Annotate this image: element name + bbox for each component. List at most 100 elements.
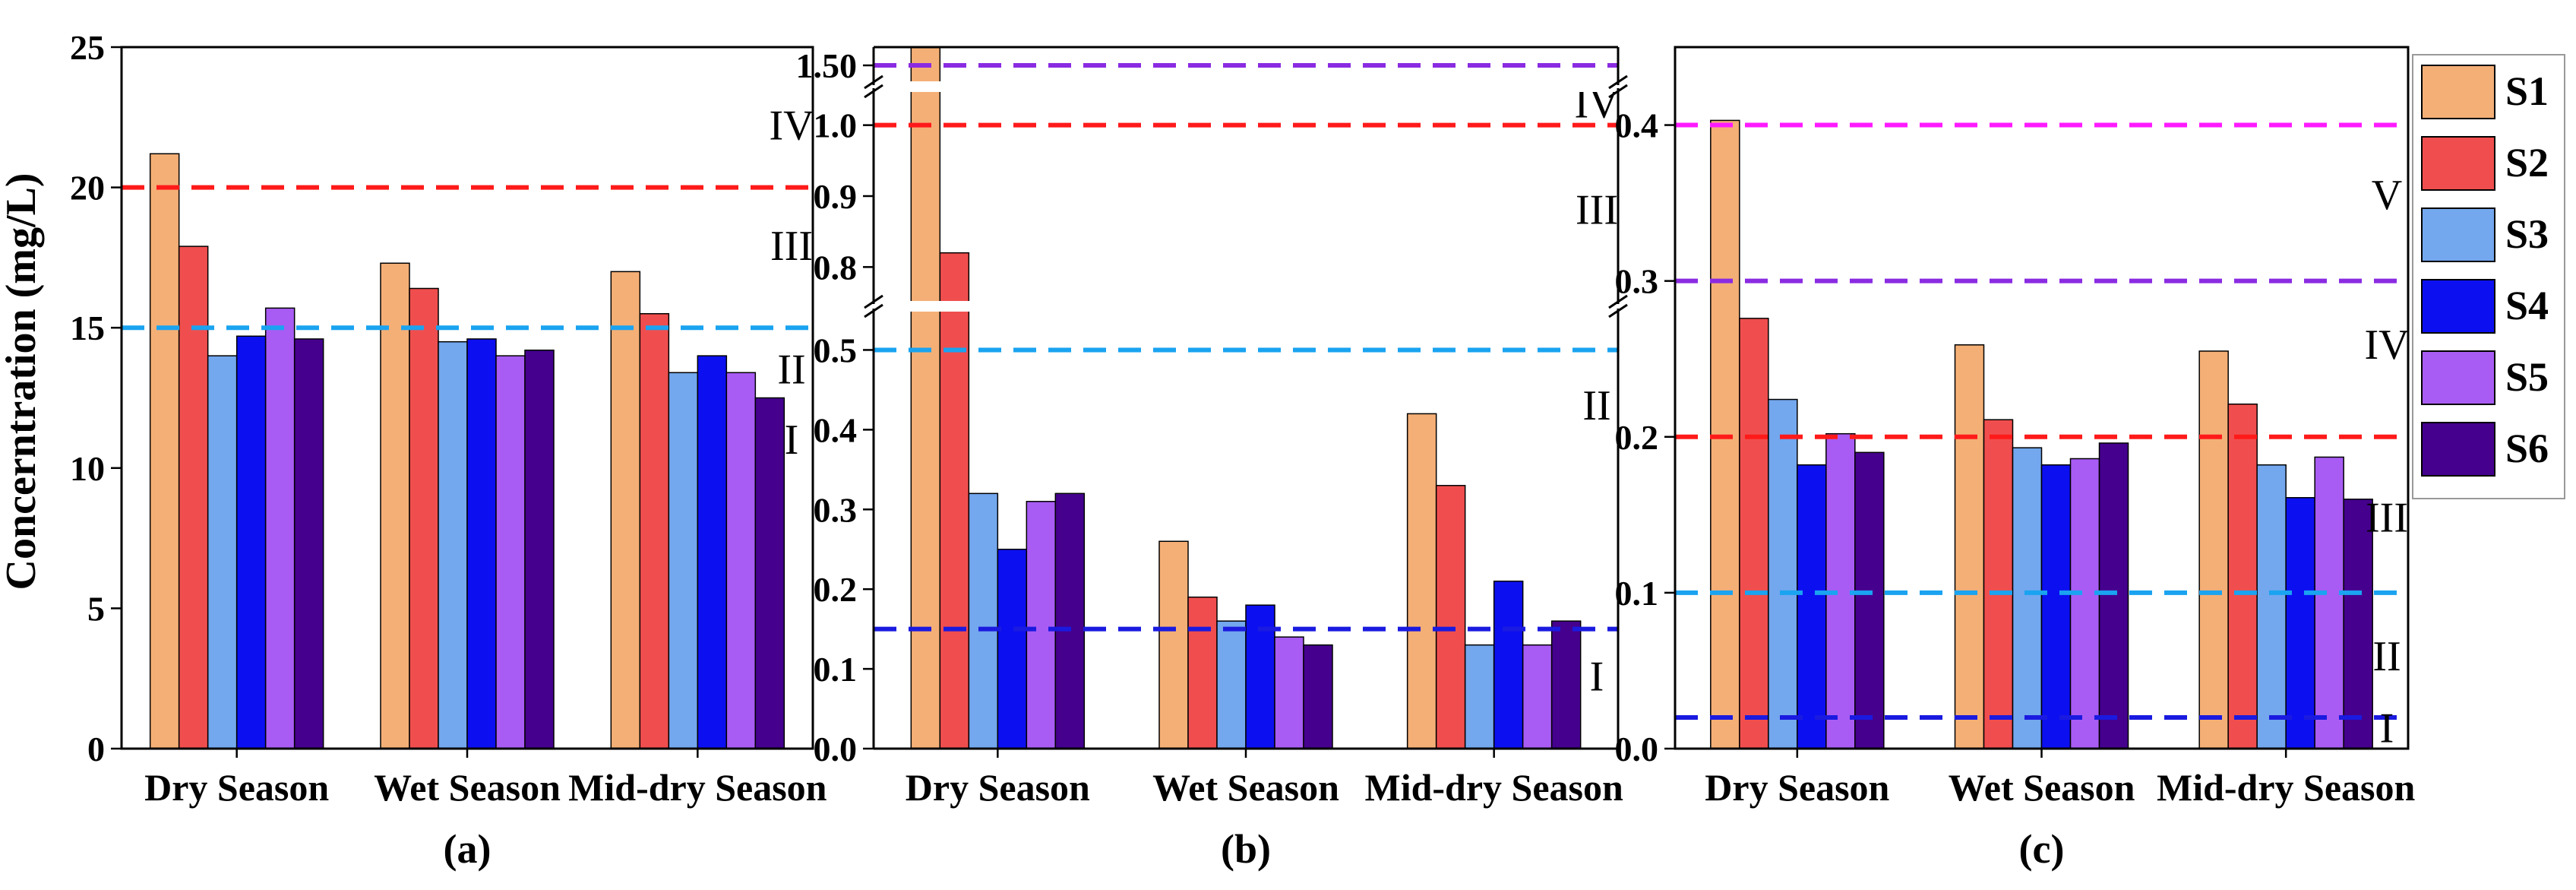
bar-s3-wet-season	[1216, 620, 1247, 749]
bar-s3-mid-dry-season	[1464, 644, 1495, 749]
bar-s1-mid-dry-season	[2198, 350, 2229, 749]
y-tick-label: 0.5	[814, 331, 858, 369]
panel-c: Dry Season Wet Season Mid-dry SeasonVIVIII…	[1615, 46, 2416, 872]
plot-frame	[1674, 46, 2410, 750]
x-tick-label: Dry Season	[144, 766, 329, 809]
grade-label: III	[2366, 494, 2408, 541]
y-tick-label: 25	[70, 28, 105, 67]
legend-swatch-s5	[2421, 350, 2495, 405]
bar-s3-wet-season	[438, 340, 468, 749]
y-axis-label: Concerntration (mg/L)	[0, 173, 45, 590]
bar-s3-mid-dry-season	[668, 372, 699, 749]
legend: S1 S2 S3 S4 S5 S6	[2412, 54, 2565, 499]
legend-swatch-s3	[2421, 207, 2495, 262]
bar-s3-mid-dry-season	[2256, 464, 2287, 749]
bar-s3-wet-season	[2012, 447, 2043, 749]
panel-b: Dry Season Wet Season Mid-dry SeasonIVIIII…	[796, 46, 1628, 872]
bar-s5-dry-season	[264, 307, 296, 749]
panel-label: (b)	[1221, 826, 1271, 872]
axis-break-gap	[871, 301, 1621, 312]
bar-s2-mid-dry-season	[639, 312, 670, 749]
bar-s4-dry-season	[997, 548, 1028, 749]
panel-label: (a)	[444, 826, 491, 872]
axis-break-gap	[871, 81, 1621, 92]
grade-label: V	[2372, 172, 2402, 219]
bar-s4-dry-season	[235, 335, 267, 749]
grade-label: I	[1590, 654, 1604, 701]
x-tick-label: Dry Season	[1705, 766, 1889, 809]
bar-s6-dry-season	[1054, 493, 1086, 749]
bar-s6-mid-dry-season	[754, 397, 785, 749]
y-tick-label: 1.0	[814, 106, 858, 145]
bar-s2-mid-dry-season	[1435, 485, 1466, 749]
grade-label: I	[2380, 705, 2394, 752]
x-tick-label: Mid-dry Season	[568, 766, 827, 809]
x-tick-label: Wet Season	[1949, 766, 2135, 809]
bar-s5-mid-dry-season	[1522, 644, 1553, 749]
y-tick-label: 0.3	[1615, 262, 1659, 301]
bar-s3-dry-season	[968, 493, 999, 749]
plot-frame	[120, 46, 814, 750]
bar-s6-wet-season	[2098, 442, 2129, 749]
x-tick-label: Wet Season	[1152, 766, 1339, 809]
bar-s1-wet-season	[1158, 540, 1189, 749]
x-tick-label: Mid-dry Season	[2157, 766, 2416, 809]
grade-label: IV	[769, 102, 814, 149]
bar-s2-wet-season	[409, 287, 439, 749]
y-tick-label: 0.4	[814, 410, 858, 449]
legend-swatch-s2	[2421, 136, 2495, 191]
legend-label-s3: S3	[2505, 211, 2549, 257]
legend-label-s5: S5	[2505, 354, 2549, 400]
x-tick-label: Mid-dry Season	[1365, 766, 1624, 809]
grade-label: I	[785, 416, 799, 464]
bar-s4-wet-season	[1245, 604, 1275, 749]
y-tick-label: 0.0	[1615, 730, 1659, 768]
bar-s2-wet-season	[1983, 419, 2014, 749]
bar-s6-dry-season	[1854, 451, 1885, 749]
bar-s5-mid-dry-season	[725, 372, 757, 749]
bar-s1-wet-season	[380, 262, 410, 749]
y-tick-label: 20	[70, 169, 105, 207]
y-tick-label: 0.8	[814, 248, 858, 287]
panel-label: (c)	[2019, 826, 2065, 872]
y-tick-label: 0.0	[814, 730, 858, 768]
y-tick-label: 0.9	[814, 177, 858, 216]
bar-s2-dry-season	[178, 245, 209, 749]
bar-s1-wet-season	[1954, 344, 1985, 749]
bar-s1-dry-season	[1710, 119, 1740, 749]
grade-label: IV	[2364, 321, 2409, 369]
bar-s4-wet-season	[466, 338, 497, 749]
bar-s1-mid-dry-season	[1406, 413, 1437, 749]
legend-label-s1: S1	[2505, 68, 2549, 114]
legend-label-s2: S2	[2505, 140, 2549, 185]
y-tick-label: 0.3	[814, 490, 858, 529]
x-tick-label: Wet Season	[374, 766, 561, 809]
y-tick-label: 0.2	[814, 570, 858, 609]
y-tick-label: 10	[70, 449, 105, 488]
bar-s4-wet-season	[2040, 464, 2072, 749]
y-tick-label: 0.1	[1615, 574, 1659, 613]
bar-s6-wet-season	[524, 349, 555, 749]
grade-label: III	[770, 223, 813, 270]
bar-s4-dry-season	[1797, 464, 1827, 749]
legend-label-s6: S6	[2505, 426, 2549, 471]
legend-swatch-s6	[2421, 422, 2495, 477]
bar-s2-dry-season	[1739, 318, 1769, 749]
bar-s1-mid-dry-season	[610, 271, 641, 749]
y-tick-label: 0.4	[1615, 106, 1659, 145]
grade-label: II	[777, 347, 805, 394]
bar-s2-wet-season	[1187, 596, 1218, 749]
legend-label-s4: S4	[2505, 283, 2549, 328]
bar-s5-wet-season	[2069, 458, 2100, 749]
bar-s3-dry-season	[1768, 398, 1798, 749]
bar-s5-wet-season	[1274, 636, 1304, 749]
bar-s4-mid-dry-season	[1493, 580, 1524, 749]
y-tick-label: 5	[87, 589, 105, 628]
bar-s2-mid-dry-season	[2227, 403, 2258, 749]
bar-s1-dry-season	[910, 46, 941, 749]
bar-s5-wet-season	[495, 355, 526, 749]
x-tick-label: Dry Season	[906, 766, 1090, 809]
grade-label: II	[2372, 633, 2401, 680]
bar-s4-mid-dry-season	[697, 355, 728, 749]
y-tick-label: 0.2	[1615, 418, 1659, 457]
